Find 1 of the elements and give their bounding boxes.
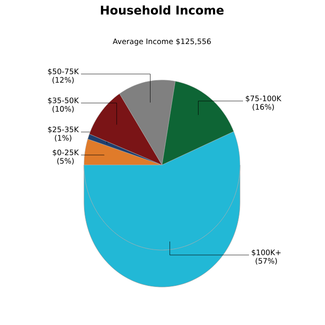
chart-title: Household Income — [100, 5, 224, 15]
